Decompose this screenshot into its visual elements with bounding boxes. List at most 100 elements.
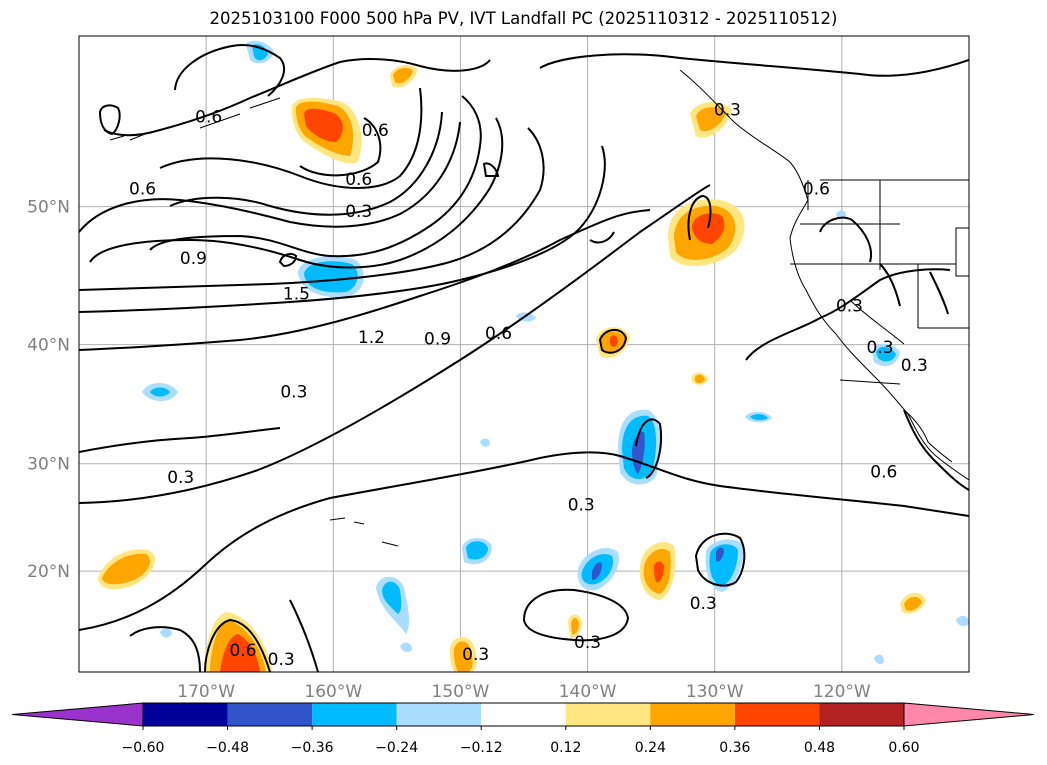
plot-background <box>79 36 969 672</box>
colorbar-segment <box>396 703 482 726</box>
pv-contour <box>129 626 201 672</box>
anomaly-negative <box>480 438 490 447</box>
pv-contour <box>278 253 298 268</box>
pv-contours <box>79 44 969 672</box>
x-tick-label: 140°W <box>559 682 617 702</box>
contour-label: 0.3 <box>690 594 717 614</box>
contour-label: 0.9 <box>424 329 451 349</box>
anomaly-positive <box>390 65 418 88</box>
anomaly-positive <box>900 592 926 614</box>
anomaly-positive <box>692 372 708 385</box>
pv-contour <box>159 87 423 189</box>
contour-label: 0.3 <box>866 338 893 358</box>
anomaly-negative <box>577 548 619 591</box>
colorbar-frame <box>142 702 905 727</box>
contour-label: 1.5 <box>283 285 310 305</box>
contour-label: 0.6 <box>870 463 897 483</box>
colorbar-segment <box>227 703 313 726</box>
anomaly-negative <box>618 409 661 485</box>
colorbar-tick-label: −0.36 <box>291 740 334 756</box>
contour-labels: 0.6 0.6 0.6 0.6 0.3 0.9 1.5 1.2 0.9 0.6 0.3 0.3 0.3 0… <box>129 100 928 670</box>
contour-label: 0.3 <box>836 297 863 317</box>
colorbar-tick-label: 0.24 <box>635 740 666 756</box>
x-tick-label: 130°W <box>686 682 744 702</box>
pv-contour <box>79 121 461 233</box>
anomaly-positive <box>690 102 732 138</box>
pv-contour <box>169 111 443 216</box>
x-tick-label: 150°W <box>432 682 490 702</box>
contour-label: 0.6 <box>362 121 389 141</box>
pv-contour <box>635 418 662 479</box>
pv-contour <box>589 231 615 244</box>
colorbar-tick-label: 0.48 <box>804 740 835 756</box>
anomaly-positive <box>596 327 630 358</box>
contour-label: 0.6 <box>803 179 830 199</box>
contour-label: 0.6 <box>485 324 512 344</box>
pv-contour <box>879 263 901 307</box>
pv-contour <box>819 216 872 263</box>
anomaly-positive <box>568 614 582 639</box>
anomaly-negative <box>745 411 772 423</box>
contour-label: 0.3 <box>268 650 295 670</box>
x-tick-label: 170°W <box>177 682 235 702</box>
pv-contour <box>299 117 382 177</box>
colorbar-segment <box>481 703 566 726</box>
pv-contour <box>79 451 969 631</box>
colorbar-extend-min <box>11 702 144 727</box>
y-tick-label: 30°N <box>27 455 70 475</box>
pv-contour <box>103 58 491 137</box>
pv-contour <box>204 618 271 672</box>
pv-contour <box>149 95 482 258</box>
colorbar-segment <box>143 703 228 726</box>
pv-contour <box>598 329 628 354</box>
colorbar-segment <box>650 703 735 726</box>
pv-contour <box>98 104 121 136</box>
y-tick-label: 20°N <box>27 562 70 582</box>
contour-label: 0.6 <box>345 170 372 190</box>
contour-label: 0.6 <box>129 179 156 199</box>
contour-label: 0.6 <box>195 107 222 127</box>
pv-contour <box>79 184 711 504</box>
colorbar-tick-label: 0.12 <box>550 740 581 756</box>
pv-contour <box>174 44 286 97</box>
coastline <box>109 69 969 547</box>
contour-label: 0.3 <box>568 496 595 516</box>
contour-label: 0.6 <box>229 641 256 661</box>
ivt-shading <box>98 40 969 672</box>
pv-contour <box>482 162 500 177</box>
plot-frame <box>78 35 970 673</box>
colorbar-tick-label: 0.36 <box>719 740 750 756</box>
anomaly-negative <box>705 539 744 592</box>
colorbar-tick-label: −0.24 <box>375 740 418 756</box>
pv-contour <box>687 194 712 241</box>
colorbar: −0.60 −0.48 −0.36 −0.24 −0.12 0.12 0.24 0.36 0.4… <box>11 702 1035 756</box>
axis-ticks: 170°W 160°W 150°W 140°W 130°W 120°W 20°N 30°N 40… <box>27 198 871 702</box>
pv-contour <box>79 427 281 453</box>
pv-contour <box>522 588 630 642</box>
colorbar-segment <box>734 703 820 726</box>
pv-contour <box>745 268 951 361</box>
colorbar-segment <box>312 703 397 726</box>
pv-contour <box>79 145 606 313</box>
anomaly-negative <box>462 537 492 565</box>
contour-label: 0.3 <box>345 202 372 222</box>
colorbar-tick-label: 0.60 <box>888 740 919 756</box>
y-tick-label: 40°N <box>27 336 70 356</box>
y-tick-label: 50°N <box>27 198 70 218</box>
contour-label: 0.3 <box>167 468 194 488</box>
colorbar-extend-max <box>903 702 1035 727</box>
x-tick-label: 160°W <box>304 682 362 702</box>
contour-label: 0.3 <box>462 645 489 665</box>
colorbar-tick-label: −0.60 <box>122 740 165 756</box>
colorbar-tick-label: −0.48 <box>206 740 249 756</box>
pv-contour <box>289 599 319 672</box>
anomaly-negative <box>872 343 900 367</box>
contour-label: 0.3 <box>574 633 601 653</box>
contour-label: 0.3 <box>714 100 741 120</box>
contour-label: 1.2 <box>358 328 385 348</box>
contour-label: 0.3 <box>280 383 307 403</box>
contour-label: 0.9 <box>180 249 207 269</box>
anomaly-positive <box>639 542 676 600</box>
pv-contour <box>539 53 969 77</box>
